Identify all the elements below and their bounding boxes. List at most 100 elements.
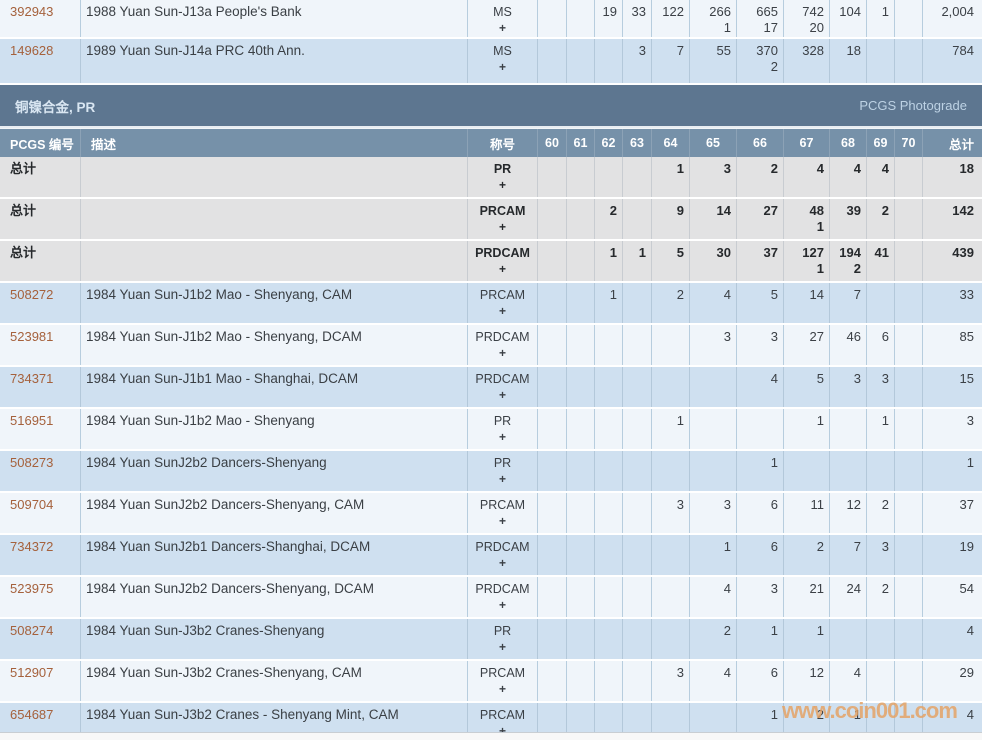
coin-description: 1984 Yuan Sun-J3b2 Cranes-Shenyang, CAM	[81, 661, 468, 701]
total-row-label: 总计	[10, 203, 37, 218]
grade-67-count: 5	[784, 367, 830, 407]
grade-designation: MS +	[468, 0, 538, 37]
pcgs-number-cell: 654687	[0, 703, 81, 732]
table-row: 总计 PRDCAM +1 1 5 30 37 127 1 194 2 41 439	[0, 241, 982, 283]
grade-label: PRCAM	[479, 498, 526, 512]
grade-65-count: 30	[690, 241, 737, 281]
pcgs-number-link[interactable]: 734371	[10, 371, 54, 386]
count-value: 3	[770, 329, 778, 344]
grade-67-count: 2	[784, 535, 830, 575]
grade-designation: PRCAM +	[468, 703, 538, 732]
grade-64-count	[652, 703, 690, 732]
grade-68-count: 12	[830, 493, 867, 533]
grade-64-count: 1	[652, 157, 690, 197]
row-total: 784	[952, 43, 974, 58]
grade-60-count	[538, 325, 567, 365]
pcgs-number-link[interactable]: 654687	[10, 707, 54, 722]
grade-67-count: 14	[784, 283, 830, 323]
count-value: 19	[602, 4, 617, 19]
pcgs-number-link[interactable]: 523981	[10, 329, 54, 344]
grade-70-count	[895, 493, 923, 533]
count-value: 21	[809, 581, 824, 596]
count-value: 6	[881, 329, 889, 344]
grade-61-count	[567, 0, 595, 37]
grade-61-count	[567, 39, 595, 83]
count-value: 48	[809, 203, 824, 218]
plus-designation: +	[498, 21, 506, 35]
grade-70-count	[895, 325, 923, 365]
grade-65-count: 14	[690, 199, 737, 239]
count-value: 7	[853, 287, 861, 302]
pcgs-number-link[interactable]: 734372	[10, 539, 54, 554]
grade-60-count	[538, 367, 567, 407]
grade-62-count: 19	[595, 0, 623, 37]
grade-61-count	[567, 535, 595, 575]
plus-count-value: 2	[853, 261, 861, 276]
count-value: 3	[723, 497, 731, 512]
grade-62-count	[595, 493, 623, 533]
grade-65-count	[690, 367, 737, 407]
count-value: 18	[846, 43, 861, 58]
count-value: 2	[770, 161, 778, 176]
grade-62-count	[595, 535, 623, 575]
grade-62-count: 2	[595, 199, 623, 239]
grade-68-count: 18	[830, 39, 867, 83]
grade-68-count: 3	[830, 367, 867, 407]
coin-description: 1984 Yuan SunJ2b2 Dancers-Shenyang	[81, 451, 468, 491]
plus-designation: +	[498, 598, 506, 612]
grade-68-count: 104	[830, 0, 867, 37]
row-total: 33	[959, 287, 974, 302]
grade-66-count: 5	[737, 283, 784, 323]
pcgs-number-link[interactable]: 508273	[10, 455, 54, 470]
pcgs-number-link[interactable]: 523975	[10, 581, 54, 596]
row-total: 3	[966, 413, 974, 428]
table-row: 512907 1984 Yuan Sun-J3b2 Cranes-Shenyang…	[0, 661, 982, 703]
pcgs-number-link[interactable]: 508274	[10, 623, 54, 638]
grade-designation: PRCAM +	[468, 661, 538, 701]
count-value: 11	[810, 497, 825, 512]
grade-63-count	[623, 535, 652, 575]
pcgs-number-link[interactable]: 512907	[10, 665, 54, 680]
table-row: 734372 1984 Yuan SunJ2b1 Dancers-Shanghai…	[0, 535, 982, 577]
grade-66-count: 6	[737, 661, 784, 701]
row-total: 2,004	[941, 4, 974, 19]
grade-64-count: 2	[652, 283, 690, 323]
grade-69-count	[867, 661, 895, 701]
pcgs-number-link[interactable]: 392943	[10, 4, 54, 19]
grade-designation: PR +	[468, 619, 538, 659]
grade-68-count: 1	[830, 703, 867, 732]
plus-designation: +	[498, 178, 506, 192]
count-value: 4	[853, 161, 861, 176]
count-value: 3	[881, 371, 889, 386]
grade-60-count	[538, 619, 567, 659]
grade-65-count: 266 1	[690, 0, 737, 37]
grade-67-count: 11	[784, 493, 830, 533]
count-value: 127	[802, 245, 824, 260]
grade-62-count	[595, 577, 623, 617]
count-value: 1	[676, 413, 684, 428]
grade-63-count: 3	[623, 39, 652, 83]
pcgs-number-link[interactable]: 509704	[10, 497, 54, 512]
grade-66-count: 1	[737, 703, 784, 732]
grade-60-count	[538, 409, 567, 449]
count-value: 6	[770, 539, 778, 554]
grade-65-count: 4	[690, 283, 737, 323]
count-value: 14	[809, 287, 824, 302]
grade-61-count	[567, 367, 595, 407]
table-row: 523975 1984 Yuan SunJ2b2 Dancers-Shenyang…	[0, 577, 982, 619]
pcgs-number-link[interactable]: 508272	[10, 287, 54, 302]
grade-label: PRDCAM	[475, 540, 530, 554]
pcgs-number-link[interactable]: 516951	[10, 413, 54, 428]
grade-66-count: 2	[737, 157, 784, 197]
column-header-70: 70	[895, 129, 923, 157]
count-value: 27	[763, 203, 778, 218]
grade-68-count: 7	[830, 283, 867, 323]
pcgs-number-cell: 149628	[0, 39, 81, 83]
grade-label: PR	[493, 624, 512, 638]
pcgs-number-link[interactable]: 149628	[10, 43, 54, 58]
coin-description	[81, 241, 468, 281]
count-value: 2	[881, 497, 889, 512]
grade-63-count	[623, 199, 652, 239]
grade-69-count: 6	[867, 325, 895, 365]
